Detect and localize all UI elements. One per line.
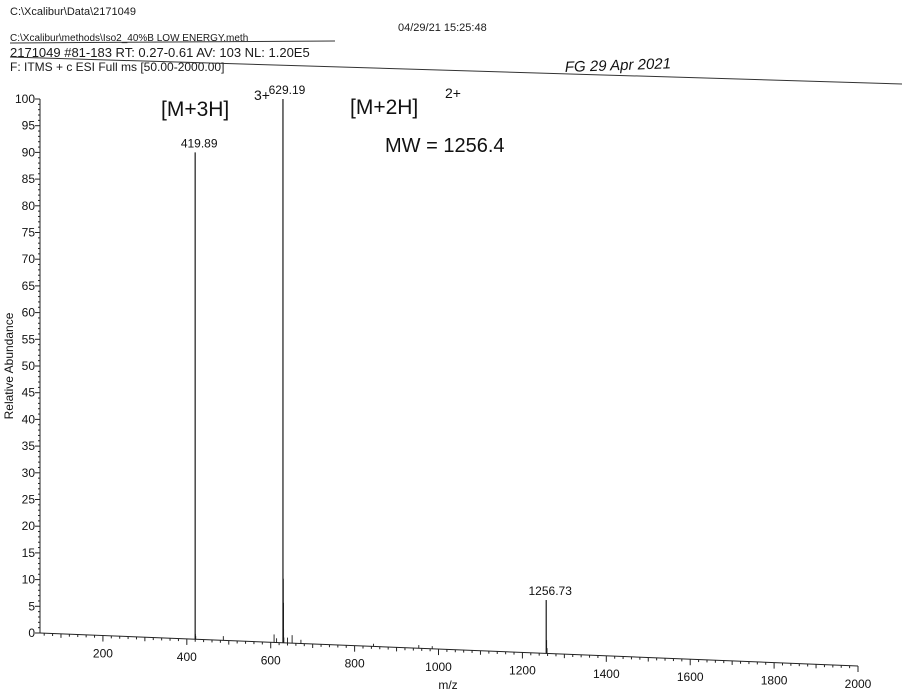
- x-tick-label: 1000: [425, 660, 452, 674]
- x-tick-label: 200: [93, 647, 113, 661]
- scan-filter: F: ITMS + c ESI Full ms [50.00-2000.00]: [10, 60, 225, 74]
- m3h-annotation: [M+3H]: [161, 98, 229, 121]
- x-tick-label: 600: [261, 653, 281, 667]
- y-tick-label: 100: [15, 92, 35, 106]
- x-tick-label: 1800: [761, 674, 788, 688]
- scan-info: 2171049 #81-183 RT: 0.27-0.61 AV: 103 NL…: [10, 45, 310, 60]
- header-rule-2: [9, 56, 902, 85]
- y-tick-label: 20: [22, 519, 36, 533]
- y-tick-label: 75: [22, 226, 36, 240]
- y-ticks: 0 5 10 15 20 25 30 35 40 45 50 55 60 65 70 75 80 85 90 95 10…: [15, 92, 40, 640]
- x-tick-label: 1400: [593, 667, 620, 681]
- peak-label: 419.89: [181, 136, 218, 150]
- y-tick-label: 25: [22, 493, 36, 507]
- peak-sticks: [194, 99, 548, 654]
- acquisition-datetime: 04/29/21 15:25:48: [398, 22, 487, 34]
- y-tick-label: 90: [22, 145, 36, 159]
- m3h-charge: 3+: [254, 87, 270, 103]
- peak-label: 629.19: [269, 83, 306, 97]
- y-tick-label: 80: [22, 199, 36, 213]
- x-tick-label: 1200: [509, 663, 536, 677]
- peak-label: 1256.73: [529, 584, 573, 598]
- header-rule-1: [9, 40, 336, 44]
- y-tick-label: 60: [22, 306, 36, 320]
- m2h-annotation: [M+2H]: [350, 96, 418, 119]
- y-tick-label: 5: [28, 599, 35, 613]
- handwritten-annotations: [M+3H] 3+ [M+2H] 2+ MW = 1256.4 FG 29 Ap…: [161, 55, 671, 157]
- y-tick-label: 95: [22, 119, 36, 133]
- method-file-path: C:\Xcalibur\methods\Iso2_40%B LOW ENERGY…: [10, 33, 249, 44]
- y-tick-label: 0: [28, 626, 35, 640]
- x-ticks: 200 400 600 800 1000 1200 1400 1600 1800 2000: [43, 633, 872, 691]
- signature: FG 29 Apr 2021: [565, 55, 672, 76]
- peak-labels: 419.89 629.19 1256.73: [181, 83, 572, 598]
- y-tick-label: 35: [22, 439, 36, 453]
- y-tick-label: 10: [22, 573, 36, 587]
- y-tick-label: 45: [22, 386, 36, 400]
- y-axis-label: Relative Abundance: [2, 312, 16, 419]
- x-tick-label: 1600: [677, 670, 704, 684]
- x-tick-label: 800: [345, 657, 365, 671]
- y-tick-label: 65: [22, 279, 36, 293]
- y-tick-label: 50: [22, 359, 36, 373]
- x-tick-label: 400: [177, 650, 197, 664]
- y-tick-label: 85: [22, 172, 36, 186]
- y-tick-label: 15: [22, 546, 36, 560]
- data-file-path: C:\Xcalibur\Data\2171049: [10, 6, 136, 18]
- y-tick-label: 40: [22, 412, 36, 426]
- x-tick-label: 2000: [845, 677, 872, 691]
- y-tick-label: 70: [22, 252, 36, 266]
- x-axis-label: m/z: [438, 678, 457, 692]
- y-tick-label: 30: [22, 466, 36, 480]
- x-axis-line: [39, 632, 859, 667]
- y-tick-label: 55: [22, 332, 36, 346]
- molecular-weight-annotation: MW = 1256.4: [385, 135, 505, 157]
- m2h-charge: 2+: [445, 85, 461, 101]
